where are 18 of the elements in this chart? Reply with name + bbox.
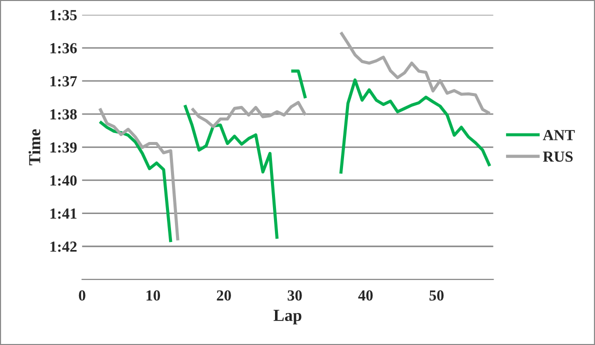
y-tick-label: 1:39 <box>50 142 77 153</box>
y-tick-label: 1:36 <box>50 43 77 54</box>
legend-label: ANT <box>542 130 575 140</box>
x-tick-label: 40 <box>358 290 373 301</box>
y-tick-label: 1:40 <box>50 175 77 186</box>
y-tick-label: 1:41 <box>50 208 76 219</box>
y-tick-label: 1:38 <box>50 109 77 120</box>
x-tick-label: 20 <box>216 290 231 301</box>
y-axis-title: Time <box>28 129 40 166</box>
legend-label: RUS <box>542 152 573 162</box>
x-tick-label: 10 <box>146 290 160 301</box>
x-tick-label: 50 <box>430 290 444 301</box>
y-tick-label: 1:35 <box>50 10 77 20</box>
x-tick-label: 0 <box>78 290 86 301</box>
y-tick-label: 1:37 <box>50 76 77 87</box>
y-tick-label: 1:42 <box>50 242 77 252</box>
x-tick-label: 30 <box>288 290 302 301</box>
x-axis-title: Lap <box>274 310 302 324</box>
